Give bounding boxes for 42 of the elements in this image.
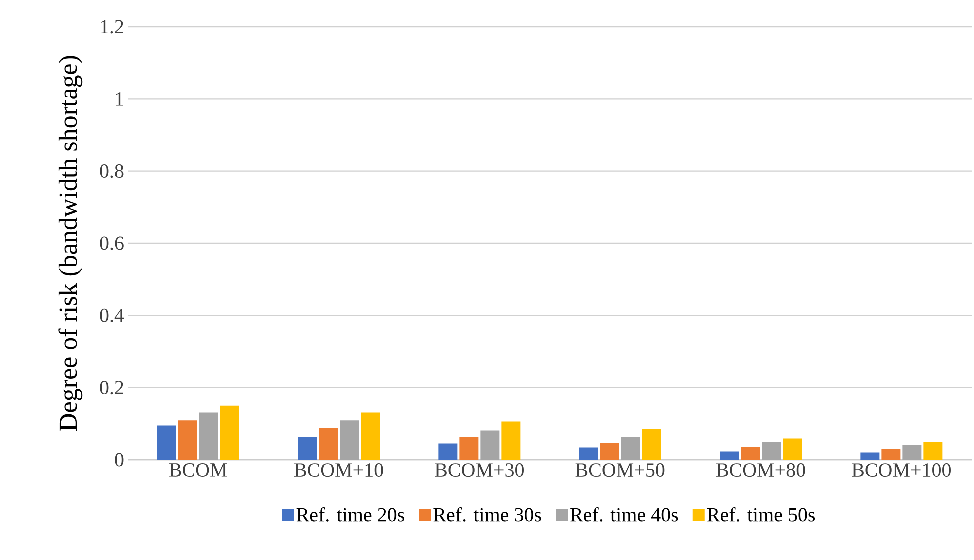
y-tick-label: 0.4: [100, 308, 124, 322]
bar: [502, 422, 521, 460]
y-tick-label: 0: [115, 453, 124, 467]
bar: [480, 430, 500, 460]
bar: [902, 445, 922, 460]
bar: [319, 428, 338, 460]
legend-label: Ref. time 40s: [570, 508, 678, 522]
bar: [220, 406, 240, 460]
legend-label: Ref. time 30s: [434, 508, 542, 522]
y-tick-label: 0.6: [100, 236, 124, 250]
x-tick-label: BCOM: [169, 464, 228, 477]
bar: [762, 442, 782, 460]
y-axis-title: Degree of risk (bandwidth shortage): [58, 56, 83, 432]
bar: [460, 437, 479, 460]
x-tick-label: BCOM+10: [294, 464, 384, 478]
bar: [199, 412, 218, 460]
y-tick-label: 0.2: [100, 381, 124, 395]
x-tick-label: BCOM+50: [576, 464, 665, 478]
y-tick-label: 0.8: [100, 164, 124, 178]
legend-label: Ref. time 20s: [296, 508, 404, 522]
x-tick-label: BCOM+30: [435, 464, 524, 478]
legend-label: Ref. time 50s: [707, 508, 816, 522]
bar: [178, 420, 198, 460]
bar: [924, 442, 943, 460]
bar: [860, 452, 880, 460]
y-tick-label: 1: [116, 92, 124, 106]
bar: [340, 420, 359, 460]
bar: [642, 429, 662, 460]
bar: [741, 447, 760, 460]
bar: [361, 412, 380, 460]
bar: [298, 437, 317, 460]
y-tick-label: 1.2: [101, 20, 124, 34]
bar: [438, 444, 458, 460]
x-tick-label: BCOM+80: [716, 464, 806, 478]
bar: [579, 448, 598, 460]
x-tick-label: BCOM+100: [852, 464, 951, 478]
bar: [621, 437, 640, 460]
bar: [600, 443, 620, 460]
bar: [157, 426, 176, 460]
bar: [882, 449, 901, 460]
bar: [720, 452, 740, 460]
bar: [783, 438, 802, 460]
